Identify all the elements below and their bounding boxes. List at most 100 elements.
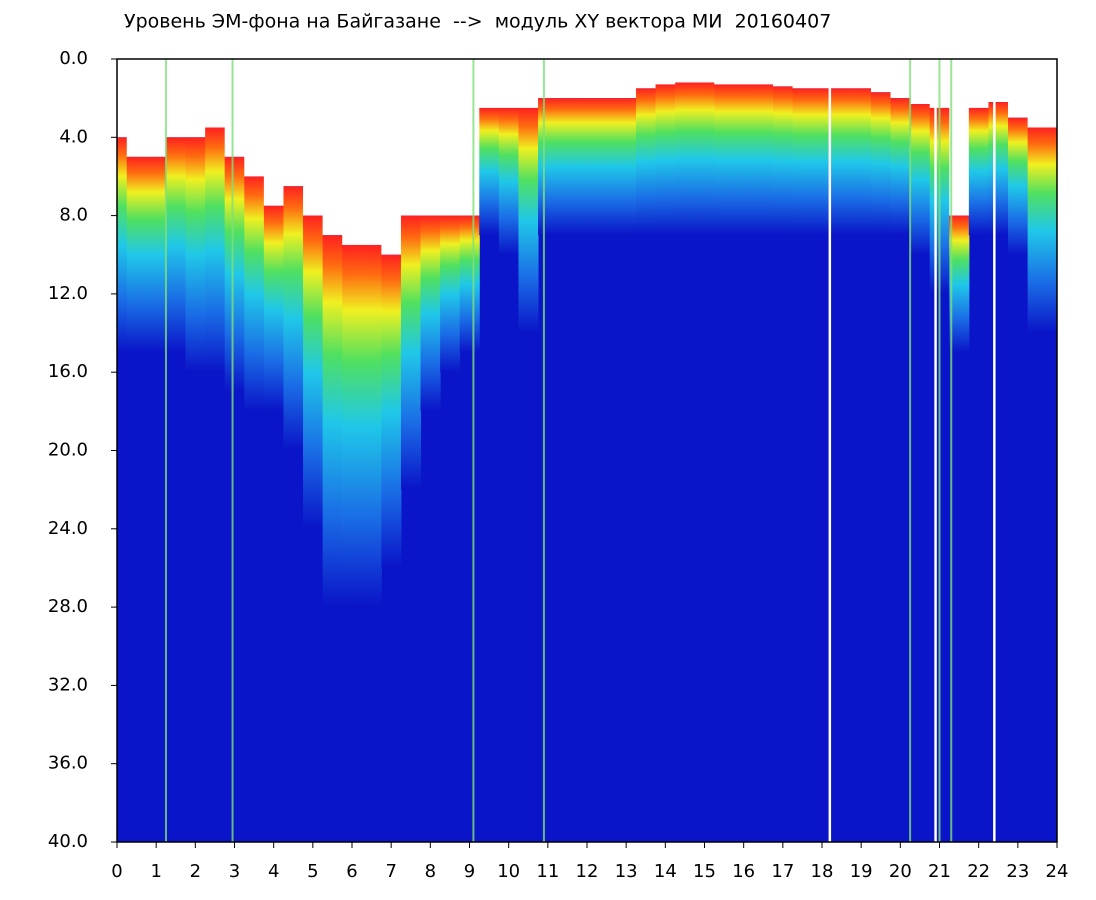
x-tick-label: 15	[693, 861, 716, 882]
signal-band	[851, 88, 872, 236]
white-above-signal	[440, 59, 461, 216]
y-tick-label: 24.0	[48, 518, 88, 539]
y-tick-label: 4.0	[59, 126, 88, 147]
white-above-signal	[303, 59, 324, 216]
x-tick-label: 10	[497, 861, 520, 882]
signal-band	[616, 98, 637, 236]
white-above-signal	[420, 59, 441, 216]
signal-band	[557, 98, 578, 236]
white-above-signal	[753, 59, 774, 85]
x-tick-label: 4	[268, 861, 279, 882]
white-above-signal	[126, 59, 147, 157]
signal-band	[714, 84, 735, 236]
x-tick-label: 7	[385, 861, 396, 882]
signal-band	[968, 107, 989, 236]
signal-band	[753, 84, 774, 236]
white-above-signal	[831, 59, 852, 89]
signal-band	[224, 156, 245, 392]
signal-band	[244, 176, 265, 412]
x-tick-label: 16	[732, 861, 755, 882]
signal-band	[733, 84, 754, 236]
signal-band	[479, 107, 500, 236]
signal-band	[1008, 117, 1029, 255]
signal-band	[655, 84, 676, 236]
y-tick-label: 40.0	[48, 831, 88, 852]
white-above-signal	[342, 59, 363, 245]
signal-band	[518, 107, 539, 334]
white-above-signal	[714, 59, 735, 85]
signal-band	[440, 215, 461, 373]
white-above-signal	[792, 59, 813, 89]
chart-title: Уровень ЭМ-фона на Байгазане --> модуль …	[124, 11, 831, 33]
signal-band	[117, 137, 128, 353]
white-above-signal	[557, 59, 578, 99]
signal-band	[498, 107, 519, 255]
signal-band	[146, 156, 167, 353]
white-above-signal	[479, 59, 500, 108]
white-above-signal	[381, 59, 402, 255]
white-above-signal	[1008, 59, 1029, 118]
white-above-signal	[165, 59, 187, 138]
signal-band	[126, 156, 147, 353]
y-tick-label: 28.0	[48, 596, 88, 617]
white-above-signal	[459, 59, 480, 216]
white-above-signal	[890, 59, 911, 99]
signal-band	[949, 215, 970, 353]
signal-band	[165, 137, 187, 353]
white-above-signal	[812, 59, 833, 89]
white-above-signal	[988, 59, 1009, 103]
signal-band	[831, 88, 852, 236]
white-above-signal	[1047, 59, 1057, 128]
white-above-signal	[283, 59, 304, 187]
x-tick-label: 2	[190, 861, 201, 882]
x-tick-label: 24	[1046, 861, 1069, 882]
white-above-signal	[773, 59, 794, 87]
x-tick-label: 0	[111, 861, 122, 882]
white-above-signal	[498, 59, 519, 108]
white-above-signal	[733, 59, 754, 85]
signal-band	[322, 235, 343, 608]
white-above-signal	[322, 59, 343, 236]
x-tick-label: 5	[307, 861, 318, 882]
x-tick-label: 9	[464, 861, 475, 882]
signal-band	[694, 82, 715, 236]
white-above-signal	[616, 59, 637, 99]
signal-band	[459, 215, 480, 353]
signal-band	[792, 88, 813, 236]
white-above-signal	[596, 59, 617, 99]
x-tick-label: 17	[771, 861, 794, 882]
signal-band	[303, 215, 324, 529]
x-tick-label: 22	[967, 861, 990, 882]
y-tick-label: 32.0	[48, 674, 88, 695]
x-tick-label: 21	[928, 861, 951, 882]
white-above-signal	[263, 59, 284, 206]
y-tick-label: 0.0	[59, 48, 88, 69]
signal-band	[1027, 127, 1048, 334]
white-above-signal	[577, 59, 598, 99]
y-tick-label: 16.0	[48, 361, 88, 382]
white-above-signal	[400, 59, 422, 216]
white-above-signal	[635, 59, 657, 89]
x-tick-label: 6	[346, 861, 357, 882]
signal-band	[420, 215, 441, 412]
signal-band	[675, 82, 696, 236]
white-above-signal	[117, 59, 128, 138]
signal-band	[185, 137, 206, 373]
signal-band	[538, 98, 559, 236]
signal-band	[361, 244, 382, 608]
x-tick-label: 8	[425, 861, 436, 882]
signal-band	[988, 102, 1009, 236]
white-above-signal	[675, 59, 696, 83]
white-above-signal	[851, 59, 872, 89]
y-tick-label: 12.0	[48, 283, 88, 304]
white-above-signal	[655, 59, 676, 85]
signal-band	[205, 127, 226, 373]
white-above-signal	[244, 59, 265, 177]
white-above-signal	[518, 59, 539, 108]
white-above-signal	[968, 59, 989, 108]
white-above-signal	[1027, 59, 1048, 128]
x-tick-label: 12	[576, 861, 599, 882]
white-above-signal	[205, 59, 226, 128]
x-tick-label: 11	[536, 861, 559, 882]
